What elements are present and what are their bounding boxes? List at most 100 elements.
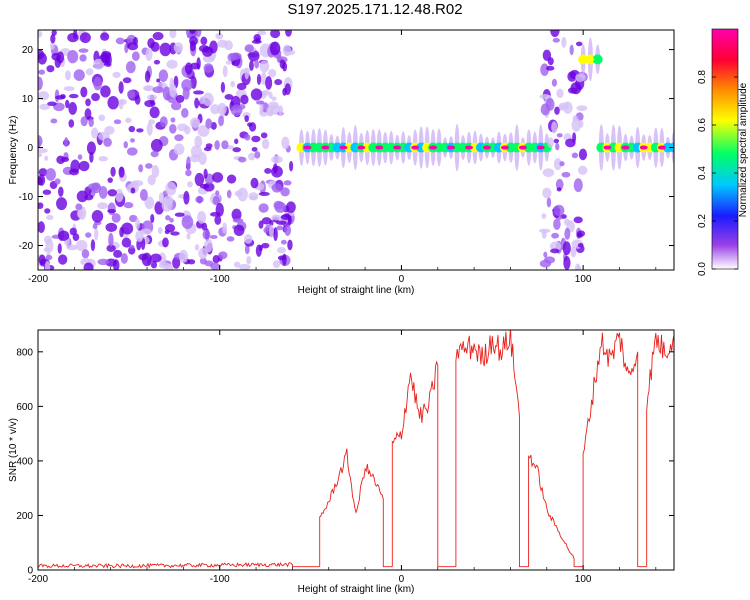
noise-blob (555, 142, 560, 151)
noise-blob (68, 102, 78, 115)
noise-blob (218, 251, 228, 260)
noise-blob (38, 174, 46, 186)
noise-blob (271, 183, 283, 193)
noise-blob (112, 259, 120, 270)
noise-blob (43, 247, 50, 253)
noise-blob (564, 227, 571, 240)
noise-blob (280, 187, 290, 197)
noise-blob (550, 30, 560, 38)
noise-blob (269, 224, 274, 238)
noise-blob (173, 143, 185, 156)
noise-blob (285, 30, 292, 37)
noise-blob (108, 232, 114, 247)
noise-blob (197, 125, 210, 137)
noise-blob (113, 119, 122, 125)
noise-blob (150, 253, 162, 263)
noise-blob (195, 30, 202, 38)
noise-blob (100, 85, 111, 98)
noise-blob (50, 118, 58, 124)
noise-blob (47, 101, 57, 107)
noise-blob (189, 117, 201, 128)
signal-peak (429, 145, 438, 150)
noise-blob (156, 78, 161, 83)
heatmap-x-axis-label: Height of straight line (km) (298, 285, 415, 296)
snr-x-tick-label: 0 (399, 574, 405, 585)
noise-blob (45, 168, 56, 181)
colorbar-tick-label: 0.6 (697, 118, 708, 132)
signal-peak (339, 145, 348, 150)
noise-blob (174, 134, 184, 142)
noise-blob (540, 103, 550, 116)
noise-blob (56, 197, 68, 211)
noise-blob (38, 30, 43, 38)
noise-blob (258, 220, 264, 229)
noise-blob (186, 156, 191, 170)
noise-blob (194, 135, 203, 148)
noise-blob (152, 86, 164, 94)
colorbar-tick-label: 0.8 (697, 70, 708, 84)
noise-blob (126, 147, 138, 156)
noise-blob (135, 217, 140, 230)
noise-blob (541, 229, 547, 240)
noise-blob (183, 190, 190, 205)
snr-series-segment (455, 330, 529, 568)
noise-blob (42, 189, 52, 195)
noise-blob (189, 30, 196, 35)
noise-blob (60, 156, 70, 163)
noise-blob (164, 223, 176, 233)
noise-blob (118, 99, 124, 110)
signal-peak (375, 145, 384, 150)
noise-blob (38, 76, 43, 91)
noise-blob (158, 69, 169, 82)
noise-blob (39, 103, 51, 110)
noise-blob (88, 118, 94, 127)
noise-blob (210, 104, 221, 115)
noise-blob (147, 94, 158, 101)
noise-blob (553, 218, 561, 230)
noise-blob (232, 218, 244, 223)
noise-blob (38, 168, 48, 177)
noise-blob (194, 172, 205, 187)
noise-blob (66, 244, 78, 251)
signal-peak (500, 145, 509, 150)
noise-blob (158, 262, 171, 269)
noise-blob (107, 209, 116, 214)
noise-blob (542, 187, 552, 199)
noise-blob (51, 30, 57, 36)
noise-blob (128, 244, 135, 249)
noise-blob (67, 49, 79, 64)
noise-blob (149, 106, 160, 119)
noise-blob (90, 239, 96, 252)
noise-blob (130, 187, 136, 194)
heatmap-y-tick-label: -20 (19, 241, 34, 252)
noise-blob (46, 214, 54, 221)
noise-blob (199, 183, 210, 189)
noise-blob (230, 104, 243, 116)
heatmap-y-axis-label: Frequency (Hz) (8, 116, 19, 185)
noise-blob (261, 138, 270, 150)
noise-blob (68, 119, 75, 128)
noise-blob (256, 30, 267, 36)
noise-blob (214, 215, 222, 225)
noise-blob (55, 95, 66, 100)
noise-blob (215, 190, 220, 196)
noise-blob (203, 63, 214, 73)
noise-blob (93, 76, 103, 91)
noise-blob (561, 171, 571, 178)
noise-blob (38, 52, 47, 65)
noise-blob (224, 94, 234, 100)
noise-blob (186, 233, 191, 240)
snr-y-axis-label: SNR (10 * v/v) (8, 418, 19, 482)
noise-blob (110, 166, 116, 177)
noise-blob (179, 249, 189, 263)
noise-blob (98, 156, 108, 162)
noise-blob (553, 204, 565, 216)
colorbar-tick-label: 0.0 (697, 262, 708, 276)
noise-blob (80, 86, 88, 98)
noise-blob (274, 201, 287, 213)
signal-peak (621, 145, 630, 150)
noise-blob (144, 85, 152, 92)
noise-blob (212, 195, 220, 206)
noise-blob (244, 68, 250, 80)
noise-blob (75, 239, 88, 252)
